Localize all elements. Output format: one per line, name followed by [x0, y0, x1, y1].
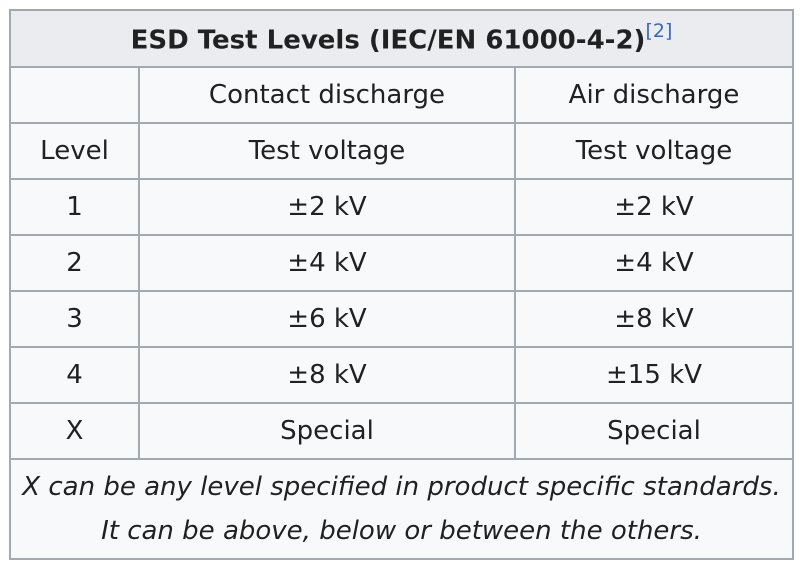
header-contact-test-voltage: Test voltage [138, 122, 516, 180]
level-cell: 2 [9, 234, 140, 292]
header-row-1: Contact discharge Air discharge [9, 66, 794, 124]
contact-voltage-cell: ±2 kV [138, 178, 516, 236]
header-row-2: Level Test voltage Test voltage [9, 122, 794, 180]
level-cell: 1 [9, 178, 140, 236]
esd-table-container: ESD Test Levels (IEC/EN 61000-4-2)[2] Co… [9, 9, 794, 560]
air-voltage-cell: Special [514, 402, 794, 460]
header-contact-discharge: Contact discharge [138, 66, 516, 124]
footnote-line-1: X can be any level specified in product … [22, 472, 781, 502]
table-caption: ESD Test Levels (IEC/EN 61000-4-2)[2] [9, 9, 794, 68]
caption-text: ESD Test Levels (IEC/EN 61000-4-2) [130, 25, 646, 56]
air-voltage-cell: ±2 kV [514, 178, 794, 236]
table-row: 1 ±2 kV ±2 kV [9, 178, 794, 236]
contact-voltage-cell: ±4 kV [138, 234, 516, 292]
level-cell: 4 [9, 346, 140, 404]
header-air-discharge: Air discharge [514, 66, 794, 124]
table-row: 4 ±8 kV ±15 kV [9, 346, 794, 404]
contact-voltage-cell: ±8 kV [138, 346, 516, 404]
table-row: 2 ±4 kV ±4 kV [9, 234, 794, 292]
footnote-line-2: It can be above, below or between the ot… [101, 516, 702, 546]
contact-voltage-cell: ±6 kV [138, 290, 516, 348]
contact-voltage-cell: Special [138, 402, 516, 460]
table-footnote: X can be any level specified in product … [9, 458, 794, 560]
header-level: Level [9, 122, 140, 180]
level-cell: X [9, 402, 140, 460]
level-cell: 3 [9, 290, 140, 348]
citation-link[interactable]: [2] [645, 19, 673, 42]
air-voltage-cell: ±8 kV [514, 290, 794, 348]
header-air-test-voltage: Test voltage [514, 122, 794, 180]
esd-test-levels-table: ESD Test Levels (IEC/EN 61000-4-2)[2] Co… [9, 9, 794, 560]
air-voltage-cell: ±4 kV [514, 234, 794, 292]
air-voltage-cell: ±15 kV [514, 346, 794, 404]
header-cell-empty [9, 66, 140, 124]
table-row: X Special Special [9, 402, 794, 460]
table-row: 3 ±6 kV ±8 kV [9, 290, 794, 348]
